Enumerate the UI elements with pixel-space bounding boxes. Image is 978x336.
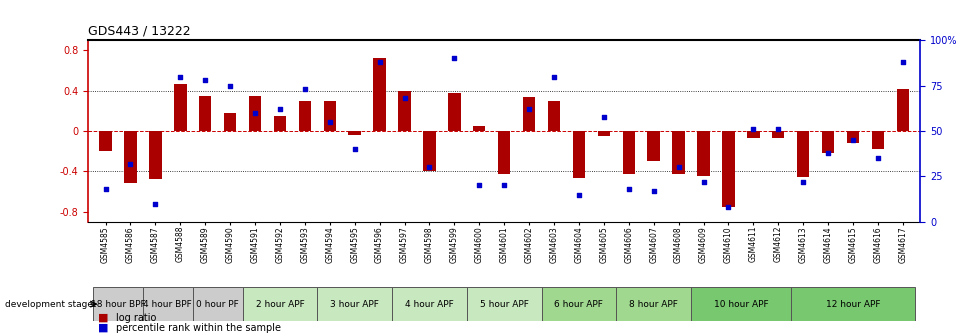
Point bbox=[720, 205, 735, 210]
Bar bbox=[498, 131, 510, 174]
Bar bbox=[248, 96, 261, 131]
Text: 4 hour APF: 4 hour APF bbox=[405, 300, 454, 308]
Point bbox=[372, 59, 387, 65]
Point bbox=[396, 96, 412, 101]
Bar bbox=[398, 91, 411, 131]
Bar bbox=[672, 131, 685, 174]
Bar bbox=[772, 131, 783, 138]
Point bbox=[744, 127, 760, 132]
Bar bbox=[274, 116, 286, 131]
Bar bbox=[93, 287, 143, 321]
Bar bbox=[323, 101, 335, 131]
Bar bbox=[541, 287, 616, 321]
Point bbox=[172, 74, 188, 79]
Bar bbox=[422, 131, 435, 171]
Bar bbox=[572, 131, 585, 178]
Point bbox=[148, 201, 163, 206]
Text: 3 hour APF: 3 hour APF bbox=[330, 300, 378, 308]
Text: percentile rank within the sample: percentile rank within the sample bbox=[115, 323, 281, 333]
Bar bbox=[348, 131, 361, 135]
Point bbox=[520, 107, 536, 112]
Point bbox=[422, 165, 437, 170]
Point bbox=[645, 188, 661, 194]
Text: log ratio: log ratio bbox=[115, 312, 156, 323]
Bar bbox=[143, 287, 193, 321]
Point bbox=[546, 74, 561, 79]
Point bbox=[346, 146, 362, 152]
Text: ■: ■ bbox=[98, 312, 109, 323]
Bar bbox=[821, 131, 833, 153]
Bar bbox=[193, 287, 243, 321]
Text: 2 hour APF: 2 hour APF bbox=[255, 300, 304, 308]
Text: 18 hour BPF: 18 hour BPF bbox=[91, 300, 145, 308]
Text: ■: ■ bbox=[98, 323, 109, 333]
Point bbox=[620, 186, 636, 192]
Text: 10 hour APF: 10 hour APF bbox=[713, 300, 768, 308]
Bar bbox=[722, 131, 734, 207]
Bar bbox=[746, 131, 759, 138]
Text: 6 hour APF: 6 hour APF bbox=[554, 300, 602, 308]
Bar bbox=[870, 131, 883, 149]
Bar bbox=[373, 58, 385, 131]
Bar bbox=[99, 131, 111, 151]
Bar bbox=[391, 287, 467, 321]
Bar bbox=[846, 131, 859, 143]
Bar bbox=[616, 287, 690, 321]
Point bbox=[670, 165, 686, 170]
Bar bbox=[690, 287, 790, 321]
Text: 4 hour BPF: 4 hour BPF bbox=[144, 300, 192, 308]
Bar bbox=[522, 97, 535, 131]
Text: 12 hour APF: 12 hour APF bbox=[824, 300, 879, 308]
Point bbox=[794, 179, 810, 184]
Point bbox=[869, 156, 885, 161]
Point bbox=[695, 179, 711, 184]
Text: 0 hour PF: 0 hour PF bbox=[197, 300, 239, 308]
Bar bbox=[472, 126, 485, 131]
Text: 5 hour APF: 5 hour APF bbox=[479, 300, 528, 308]
Point bbox=[570, 192, 586, 197]
Bar bbox=[796, 131, 809, 177]
Point bbox=[222, 83, 238, 88]
Bar bbox=[298, 101, 311, 131]
Bar bbox=[448, 93, 460, 131]
Bar bbox=[790, 287, 914, 321]
Bar bbox=[174, 84, 187, 131]
Bar bbox=[646, 131, 659, 161]
Bar bbox=[622, 131, 635, 174]
Point bbox=[198, 78, 213, 83]
Point bbox=[296, 87, 312, 92]
Bar bbox=[548, 101, 559, 131]
Bar bbox=[696, 131, 709, 176]
Point bbox=[122, 161, 138, 166]
Point bbox=[446, 56, 462, 61]
Bar bbox=[199, 96, 211, 131]
Bar bbox=[317, 287, 391, 321]
Point bbox=[894, 59, 910, 65]
Bar bbox=[896, 89, 909, 131]
Bar bbox=[224, 113, 236, 131]
Bar bbox=[124, 131, 137, 183]
Point bbox=[844, 137, 860, 143]
Point bbox=[272, 107, 288, 112]
Point bbox=[496, 183, 511, 188]
Point bbox=[98, 186, 113, 192]
Point bbox=[322, 119, 337, 125]
Point bbox=[770, 127, 785, 132]
Point bbox=[471, 183, 487, 188]
Point bbox=[820, 150, 835, 156]
Text: 8 hour APF: 8 hour APF bbox=[629, 300, 678, 308]
Point bbox=[596, 114, 611, 119]
Text: GDS443 / 13222: GDS443 / 13222 bbox=[88, 25, 191, 38]
Bar bbox=[149, 131, 161, 179]
Bar bbox=[467, 287, 541, 321]
Text: development stage: development stage bbox=[5, 300, 93, 308]
Bar bbox=[243, 287, 317, 321]
Point bbox=[247, 110, 263, 116]
Bar bbox=[597, 131, 609, 136]
